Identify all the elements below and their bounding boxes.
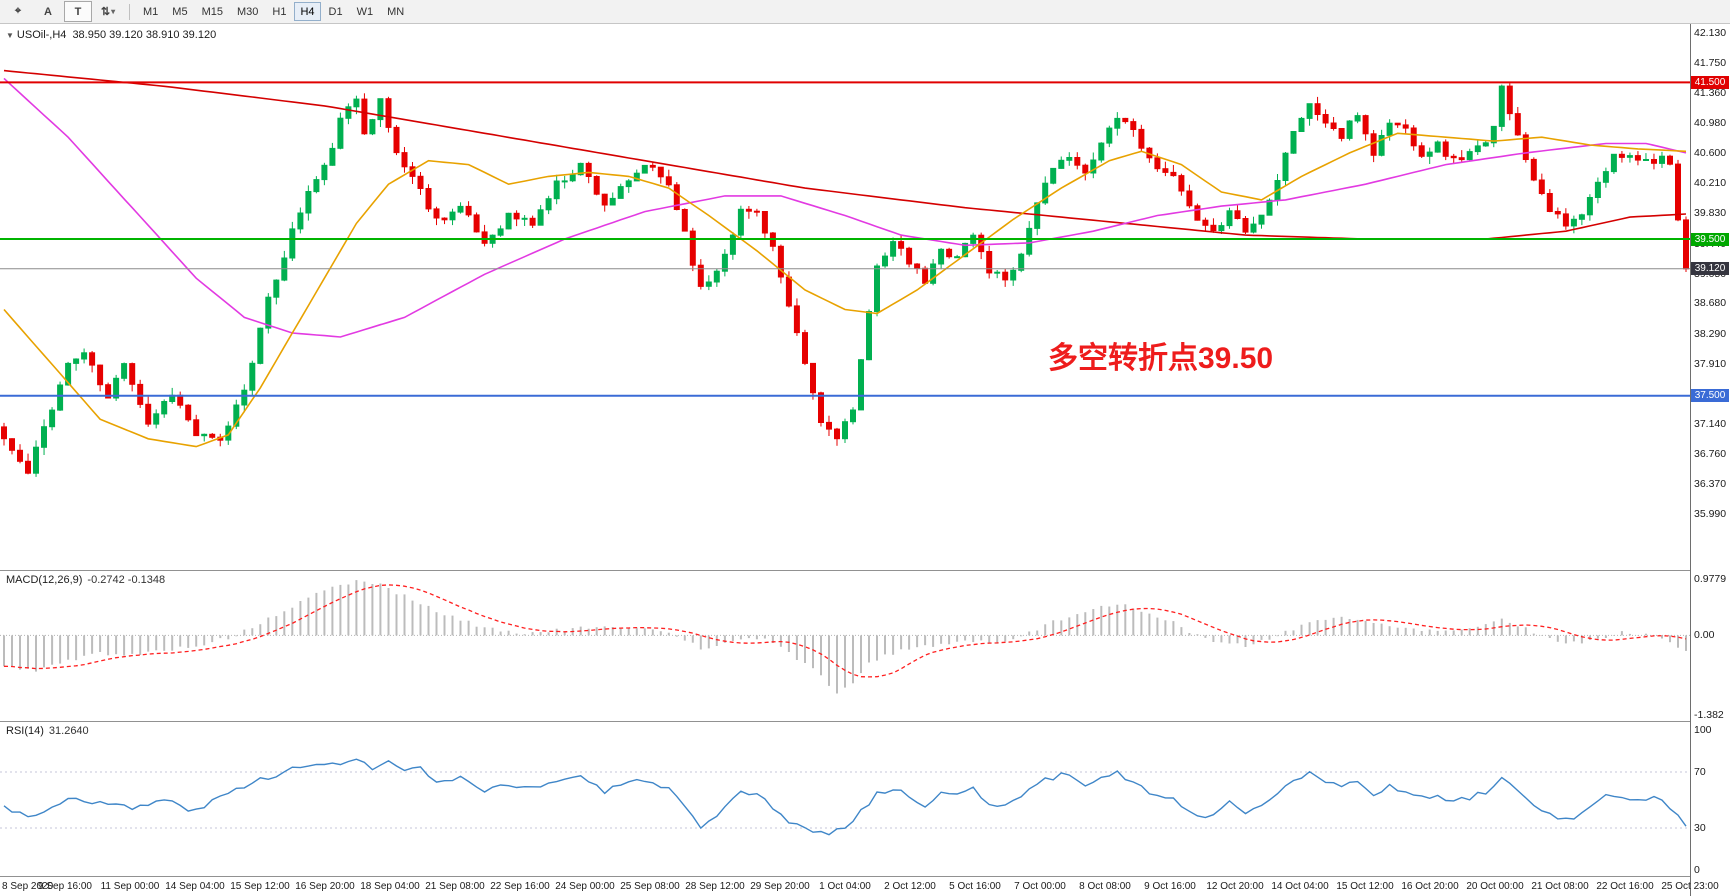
time-tick-label: 14 Oct 04:00 bbox=[1271, 881, 1329, 892]
ohlc-readout: 38.950 39.120 38.910 39.120 bbox=[72, 29, 217, 41]
time-tick-label: 15 Oct 12:00 bbox=[1336, 881, 1394, 892]
time-tick-label: 1 Oct 04:00 bbox=[819, 881, 871, 892]
timeframe-button-m15[interactable]: M15 bbox=[201, 5, 223, 18]
rsi-name: RSI(14) bbox=[6, 725, 44, 737]
time-tick-label: 21 Sep 08:00 bbox=[425, 881, 485, 892]
price-tick-label: 41.750 bbox=[1694, 57, 1727, 69]
time-tick-label: 22 Oct 16:00 bbox=[1596, 881, 1654, 892]
price-badge: 37.500 bbox=[1691, 389, 1729, 402]
time-tick-label: 21 Oct 08:00 bbox=[1531, 881, 1589, 892]
toolbar-separator bbox=[129, 3, 130, 20]
price-tick-label: 35.990 bbox=[1694, 508, 1727, 520]
price-tick-label: 36.760 bbox=[1694, 448, 1727, 460]
price-tick-label: 40.600 bbox=[1694, 147, 1727, 159]
price-badge: 39.120 bbox=[1691, 262, 1729, 275]
macd-tick-label: -1.382 bbox=[1694, 709, 1724, 721]
time-tick-label: 8 Oct 08:00 bbox=[1079, 881, 1131, 892]
price-tick-label: 37.140 bbox=[1694, 418, 1727, 430]
macd-canvas[interactable] bbox=[0, 571, 1690, 721]
panel-separator bbox=[0, 570, 1730, 571]
timeframe-group: M1 M5 M15 M30 H1 H4 D1 W1 MN bbox=[137, 2, 410, 21]
timeframe-button-h1[interactable]: H1 bbox=[272, 5, 287, 18]
price-tick-label: 38.290 bbox=[1694, 328, 1727, 340]
time-tick-label: 25 Sep 08:00 bbox=[620, 881, 680, 892]
dropdown-caret-icon: ▾ bbox=[111, 7, 116, 16]
macd-indicator-label: MACD(12,26,9) -0.2742 -0.1348 bbox=[6, 574, 165, 586]
price-badge: 39.500 bbox=[1691, 233, 1729, 246]
main-chart-canvas[interactable] bbox=[0, 24, 1690, 570]
panel-separator bbox=[0, 876, 1730, 877]
crosshair-tool-button[interactable]: ⌖ bbox=[4, 1, 32, 22]
chart-area[interactable]: ▼ USOil-,H4 38.950 39.120 38.910 39.120 MA… bbox=[0, 24, 1730, 896]
collapse-triangle-icon: ▼ bbox=[6, 31, 14, 40]
price-tick-label: 37.910 bbox=[1694, 358, 1727, 370]
price-tick-label: 38.680 bbox=[1694, 297, 1727, 309]
annotation-text: 多空转折点39.50 bbox=[1048, 342, 1274, 375]
timeframe-button-m30[interactable]: M30 bbox=[236, 5, 259, 18]
scale-arrows-button[interactable]: ⇅ ▾ bbox=[94, 1, 122, 22]
time-tick-label: 25 Oct 23:00 bbox=[1661, 881, 1719, 892]
timeframe-button-w1[interactable]: W1 bbox=[356, 5, 374, 18]
time-tick-label: 24 Sep 00:00 bbox=[555, 881, 615, 892]
timeframe-button-d1[interactable]: D1 bbox=[328, 5, 343, 18]
text-annotation-a-button[interactable]: A bbox=[44, 5, 52, 18]
rsi-canvas[interactable] bbox=[0, 722, 1690, 876]
up-down-arrows-icon: ⇅ bbox=[100, 6, 111, 18]
time-axis[interactable] bbox=[0, 877, 1730, 896]
price-tick-label: 41.360 bbox=[1694, 87, 1727, 99]
time-tick-label: 14 Sep 04:00 bbox=[165, 881, 225, 892]
time-tick-label: 18 Sep 04:00 bbox=[360, 881, 420, 892]
time-tick-label: 20 Oct 00:00 bbox=[1466, 881, 1524, 892]
crosshair-icon: ⌖ bbox=[14, 5, 22, 17]
price-tick-label: 42.130 bbox=[1694, 27, 1727, 39]
rsi-indicator-label: RSI(14) 31.2640 bbox=[6, 725, 89, 737]
time-tick-label: 28 Sep 12:00 bbox=[685, 881, 745, 892]
price-tick-label: 39.830 bbox=[1694, 207, 1727, 219]
time-tick-label: 29 Sep 20:00 bbox=[750, 881, 810, 892]
main-toolbar: ⌖ A T ⇅ ▾ M1 M5 M15 M30 H1 H4 D1 W1 MN bbox=[0, 0, 1730, 24]
price-axis[interactable] bbox=[1690, 24, 1730, 896]
time-tick-label: 9 Sep 16:00 bbox=[38, 881, 92, 892]
macd-name: MACD(12,26,9) bbox=[6, 574, 83, 586]
rsi-tick-label: 70 bbox=[1694, 766, 1706, 778]
time-tick-label: 8 Sep 2020 bbox=[2, 881, 54, 892]
time-tick-label: 16 Oct 20:00 bbox=[1401, 881, 1459, 892]
macd-tick-label: 0.9779 bbox=[1694, 573, 1727, 585]
rsi-tick-label: 0 bbox=[1694, 864, 1700, 876]
rsi-tick-label: 30 bbox=[1694, 822, 1706, 834]
price-badge: 41.500 bbox=[1691, 76, 1729, 89]
time-tick-label: 11 Sep 00:00 bbox=[100, 881, 160, 892]
time-tick-label: 22 Sep 16:00 bbox=[490, 881, 550, 892]
rsi-tick-label: 100 bbox=[1694, 724, 1712, 736]
chart-title: ▼ USOil-,H4 38.950 39.120 38.910 39.120 bbox=[6, 29, 216, 41]
price-tick-label: 40.980 bbox=[1694, 117, 1727, 129]
macd-values: -0.2742 -0.1348 bbox=[87, 574, 166, 586]
macd-tick-label: 0.00 bbox=[1694, 629, 1715, 641]
price-tick-label: 36.370 bbox=[1694, 478, 1727, 490]
symbol-period-label: USOil-,H4 bbox=[16, 29, 67, 41]
time-tick-label: 12 Oct 20:00 bbox=[1206, 881, 1264, 892]
time-tick-label: 2 Oct 12:00 bbox=[884, 881, 936, 892]
timeframe-button-m5[interactable]: M5 bbox=[172, 5, 188, 18]
price-tick-label: 40.210 bbox=[1694, 177, 1727, 189]
text-annotation-t-button[interactable]: T bbox=[64, 1, 92, 22]
rsi-value: 31.2640 bbox=[48, 725, 89, 737]
timeframe-button-h4[interactable]: H4 bbox=[294, 2, 321, 21]
time-tick-label: 7 Oct 00:00 bbox=[1014, 881, 1066, 892]
timeframe-button-mn[interactable]: MN bbox=[387, 5, 405, 18]
time-tick-label: 16 Sep 20:00 bbox=[295, 881, 355, 892]
timeframe-button-m1[interactable]: M1 bbox=[143, 5, 159, 18]
time-tick-label: 9 Oct 16:00 bbox=[1144, 881, 1196, 892]
time-tick-label: 5 Oct 16:00 bbox=[949, 881, 1001, 892]
time-tick-label: 15 Sep 12:00 bbox=[230, 881, 290, 892]
panel-separator bbox=[0, 721, 1730, 722]
